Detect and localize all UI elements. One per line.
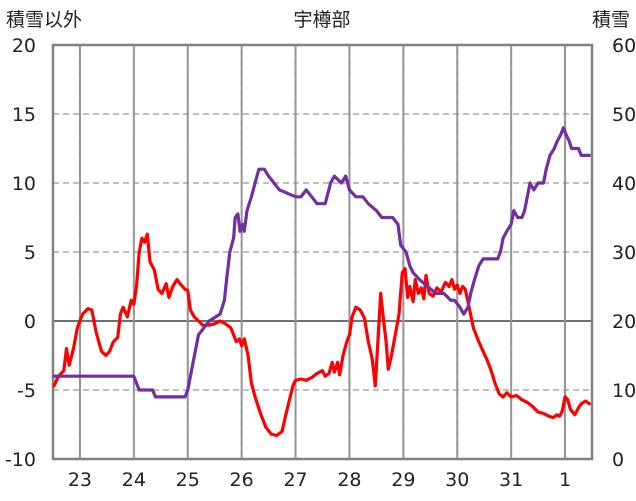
right-tick-label: 40 <box>612 173 636 195</box>
x-axis-ticks: 23 24 25 26 27 28 29 30 31 1 <box>68 469 571 491</box>
x-tick-label: 26 <box>230 469 254 491</box>
x-tick-label: 25 <box>176 469 200 491</box>
left-tick-label: 5 <box>24 242 36 264</box>
right-axis-title: 積雪 <box>592 9 630 31</box>
x-tick-label: 28 <box>337 469 361 491</box>
x-tick-label: 27 <box>283 469 307 491</box>
left-tick-label: -5 <box>17 380 36 402</box>
left-axis-ticks: 20 15 10 5 0 -5 -10 <box>5 35 36 471</box>
right-tick-label: 20 <box>612 311 636 333</box>
left-tick-label: 20 <box>12 35 36 57</box>
right-tick-label: 0 <box>612 449 624 471</box>
left-tick-label: 0 <box>24 311 36 333</box>
x-tick-label: 24 <box>122 469 146 491</box>
right-tick-label: 10 <box>612 380 636 402</box>
left-tick-label: 10 <box>12 173 36 195</box>
right-tick-label: 50 <box>612 104 636 126</box>
x-tick-label: 23 <box>68 469 92 491</box>
series-line-left-axis <box>52 232 591 438</box>
left-axis-title: 積雪以外 <box>6 9 82 31</box>
series-lines <box>52 126 591 438</box>
series-line-snow-depth <box>52 126 591 399</box>
x-tick-label: 30 <box>445 469 469 491</box>
right-tick-label: 60 <box>612 35 636 57</box>
x-tick-label: 1 <box>559 469 571 491</box>
x-tick-label: 31 <box>499 469 523 491</box>
left-tick-label: 15 <box>12 104 36 126</box>
grid <box>53 45 592 459</box>
chart-title: 宇樽部 <box>293 9 350 31</box>
right-axis-ticks: 60 50 40 30 20 10 0 <box>612 35 636 471</box>
plot-area-frame <box>51 43 594 461</box>
right-tick-label: 30 <box>612 242 636 264</box>
left-tick-label: -10 <box>5 449 36 471</box>
x-tick-label: 29 <box>391 469 415 491</box>
